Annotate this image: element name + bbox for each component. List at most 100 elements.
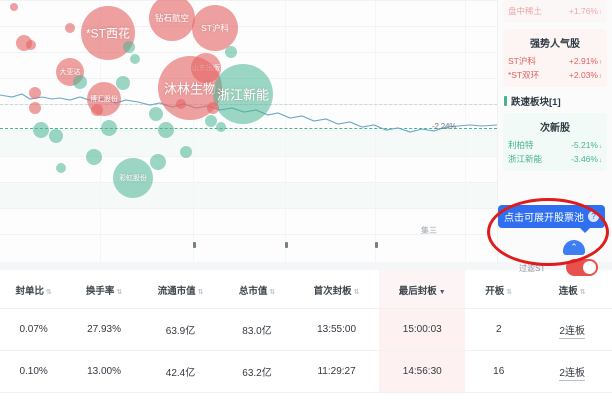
section-bar-icon (504, 96, 507, 106)
grid-line (0, 156, 497, 157)
stock-bubble[interactable] (130, 54, 140, 64)
table-header-6[interactable]: 开板 ⇅ (465, 270, 533, 309)
stock-row[interactable]: 盘中稀土 +1.76%↑ (508, 4, 602, 18)
table-header-4[interactable]: 首次封板 ⇅ (293, 270, 380, 309)
table-header-0[interactable]: 封单比 ⇅ (0, 270, 68, 309)
stock-change: -3.46% (571, 154, 598, 164)
stock-bubble[interactable] (213, 64, 273, 124)
stock-bubble[interactable] (149, 0, 195, 41)
cut-off-card[interactable]: 盘中稀土 +1.76%↑ (503, 0, 607, 23)
help-icon[interactable]: ? (588, 211, 599, 222)
stock-bubble[interactable] (149, 107, 163, 121)
column-label: 最后封板 (398, 286, 437, 297)
grid-line (0, 234, 497, 235)
cell-zong_shi_zhi: 63.2亿 (220, 350, 294, 393)
stock-bubble[interactable] (29, 87, 41, 99)
sort-icon[interactable]: ⇅ (197, 289, 204, 296)
stock-bubble[interactable] (205, 115, 217, 127)
table-header-2[interactable]: 流通市值 ⇅ (140, 270, 221, 309)
arrow-up-icon: ↑ (599, 10, 602, 16)
table-header-5[interactable]: 最后封板 ▼ (379, 270, 466, 309)
table-header-7[interactable]: 连板 ⇅ (532, 270, 612, 309)
stock-change: +1.76% (568, 6, 598, 16)
stock-bubble[interactable] (26, 40, 36, 50)
table-header-1[interactable]: 换手率 ⇅ (67, 270, 141, 309)
stock-bubble[interactable] (65, 23, 75, 33)
stock-row[interactable]: 利柏特 -5.21%↓ (508, 138, 602, 152)
stock-bubble[interactable] (101, 120, 117, 136)
stock-change: -5.21% (571, 140, 598, 150)
card-title: 强势人气股 (530, 39, 580, 50)
stock-bubble[interactable] (158, 122, 174, 138)
stock-bubble[interactable] (225, 46, 237, 58)
stock-bubble[interactable] (207, 102, 219, 114)
column-label: 总市值 (238, 286, 268, 297)
filter-st-label: 过滤ST (519, 264, 546, 273)
sub-new-stock-card[interactable]: 次新股 利柏特 -5.21%↓ 浙江新能 -3.46%↓ (503, 113, 607, 171)
stock-bubble[interactable] (29, 102, 41, 114)
stock-bubble[interactable] (49, 129, 63, 143)
stock-bubble[interactable] (176, 99, 186, 109)
stock-row[interactable]: ST沪科 +2.91%↑ (508, 54, 602, 68)
card-title: 次新股 (540, 123, 570, 134)
grid-line (0, 52, 497, 53)
chevron-up-button[interactable]: ⌃ (563, 240, 585, 255)
stock-bubble[interactable] (216, 122, 226, 132)
stock-bubble[interactable] (150, 154, 166, 170)
sort-icon[interactable]: ⇅ (45, 289, 52, 296)
cell-zui_hou_feng_ban: 15:00:03 (379, 308, 466, 351)
column-label: 封单比 (15, 286, 44, 297)
stock-bubble[interactable] (91, 104, 103, 116)
average-dashed-line (0, 128, 497, 129)
table-header-row: 封单比 ⇅ 换手率 ⇅ 流通市值 ⇅ 总市值 ⇅ 首次封板 ⇅ 最后封板 ▼ 开板 ⇅ 连板 ⇅ (0, 270, 612, 309)
stock-bubble[interactable] (123, 41, 135, 53)
table-row[interactable]: 0.10% 13.00% 42.4亿 63.2亿 11:29:27 14:56:30 16 2… (0, 350, 612, 393)
stock-bubble[interactable] (86, 149, 102, 165)
grid-line (0, 26, 497, 27)
strong-popularity-card[interactable]: 强势人气股 ST沪科 +2.91%↑ *ST双环 +2.03%↑ (503, 29, 607, 87)
cell-feng_dan_bi: 0.07% (0, 308, 68, 351)
cell-kai_ban: 2 (465, 308, 533, 351)
table-header-3[interactable]: 总市值 ⇅ (220, 270, 294, 309)
table-row[interactable]: 0.07% 27.93% 63.9亿 83.0亿 13:55:00 15:00:03 2 2连… (0, 308, 612, 351)
chart-x-axis (0, 242, 497, 262)
stock-bubble[interactable] (10, 3, 18, 11)
stock-bubble[interactable] (33, 122, 49, 138)
grid-line (0, 208, 497, 209)
cell-kai_ban: 16 (465, 350, 533, 393)
lianban-value[interactable]: 2连板 (559, 326, 585, 339)
sort-icon[interactable]: ⇅ (353, 289, 360, 296)
stock-bubble[interactable] (113, 158, 153, 198)
stock-bubble[interactable] (180, 146, 192, 158)
filter-st-toggle[interactable] (566, 259, 598, 276)
stock-row[interactable]: 浙江新能 -3.46%↓ (508, 152, 602, 166)
grid-line-v (193, 0, 194, 262)
sort-icon[interactable]: ⇅ (506, 289, 513, 296)
arrow-down-icon: ↓ (599, 144, 602, 150)
column-label: 换手率 (85, 286, 115, 297)
bubble-chart-panel[interactable]: *ST西花钻石航空ST沪科大亚达博汇股份山东出版沐林生物浙江新能彩虹股份 -2.… (0, 0, 497, 262)
sort-icon[interactable]: ⇅ (116, 289, 123, 296)
stock-row[interactable]: *ST双环 +2.03%↑ (508, 68, 602, 82)
cell-lian_ban: 2连板 (532, 308, 612, 351)
stock-name: 浙江新能 (508, 154, 543, 164)
expand-pool-tooltip[interactable]: 点击可展开股票池 ? (498, 205, 605, 233)
stock-bubble[interactable] (56, 163, 66, 173)
grid-line-v (375, 0, 376, 262)
sort-icon[interactable]: ⇅ (579, 289, 586, 296)
column-label: 流通市值 (157, 286, 196, 297)
column-label: 开板 (485, 286, 505, 297)
grid-line (0, 0, 497, 1)
sort-desc-icon[interactable]: ▼ (438, 289, 446, 296)
stock-table: 封单比 ⇅ 换手率 ⇅ 流通市值 ⇅ 总市值 ⇅ 首次封板 ⇅ 最后封板 ▼ 开板 ⇅ 连板 ⇅ 0.07% 2… (0, 270, 612, 400)
stock-bubble[interactable] (73, 75, 87, 89)
cell-zui_hou_feng_ban: 14:56:30 (379, 350, 466, 393)
sort-icon[interactable]: ⇅ (269, 289, 276, 296)
stock-bubble[interactable] (116, 76, 130, 90)
section-title: 跌速板块[1] (511, 97, 561, 108)
stock-bubble[interactable] (192, 5, 238, 51)
lianban-value[interactable]: 2连板 (559, 368, 585, 381)
grid-line-v (465, 0, 466, 262)
cell-huan_shou_lv: 27.93% (67, 308, 141, 351)
table-body: 0.07% 27.93% 63.9亿 83.0亿 13:55:00 15:00:03 2 2连… (0, 308, 612, 393)
